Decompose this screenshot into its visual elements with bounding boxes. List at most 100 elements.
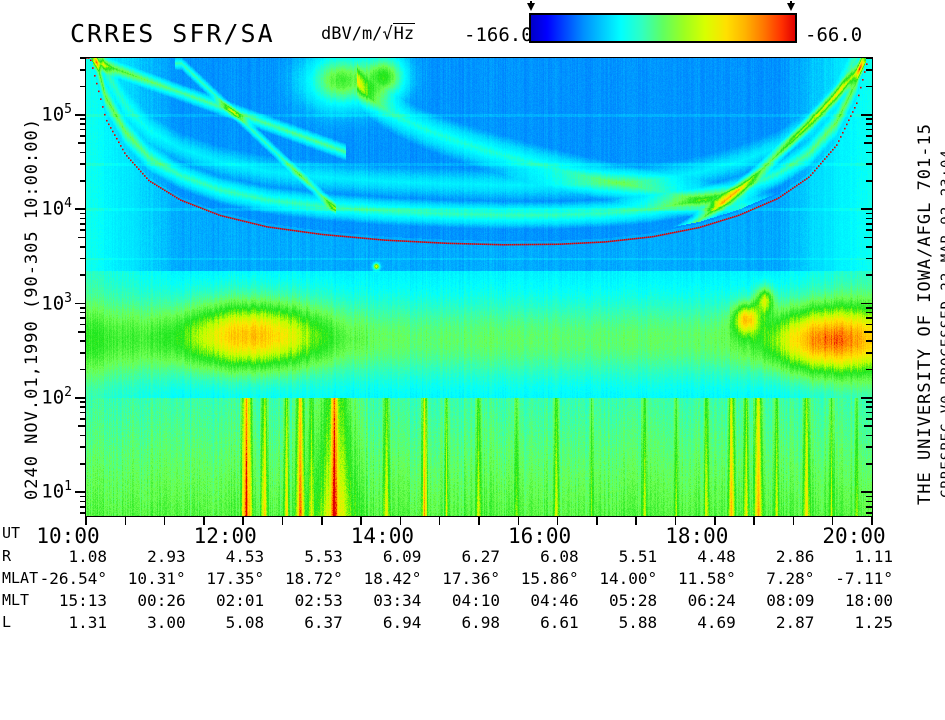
ephemeris-cell: 16:00 (507, 524, 572, 548)
ephemeris-cell: 6.94 (382, 613, 422, 632)
y-tick-minor (80, 128, 86, 131)
y-tick-minor (80, 401, 86, 403)
y-tick-major (75, 491, 86, 494)
y-tick-minor (80, 217, 86, 220)
x-tick (556, 516, 559, 525)
y-tick-right-minor (866, 229, 872, 231)
ephemeris-cell: 15.86° (520, 569, 579, 588)
y-tick-minor (80, 222, 86, 225)
y-tick-minor (80, 212, 86, 215)
y-tick-mid (78, 425, 86, 428)
ephemeris-cell: 18.72° (285, 569, 343, 588)
x-tick (871, 516, 873, 525)
x-tick (124, 516, 127, 525)
y-tick-right-major (861, 114, 872, 116)
radical-body: Hz (392, 23, 416, 44)
ephemeris-cell: 00:26 (137, 591, 186, 610)
x-tick (281, 516, 284, 525)
institution-label: THE UNIVERSITY OF IOWA/AFGL 701-15 (915, 123, 935, 505)
y-tick-minor (80, 151, 86, 154)
y-tick-right-minor (866, 57, 872, 59)
y-tick-major (75, 302, 86, 305)
colorbar-max-label: -66.0 (805, 24, 863, 46)
y-tick-right-minor (866, 500, 872, 503)
ephemeris-cell: 18:00 (844, 591, 893, 610)
ephemeris-cell: -7.11° (835, 569, 893, 588)
x-tick (321, 516, 323, 525)
x-tick (792, 516, 795, 525)
ephemeris-row-label: UT (2, 524, 21, 542)
y-tick-right-minor (866, 495, 872, 498)
ephemeris-row-mlat: MLAT -26.54° 10.31° 17.35° 18.72° 18.42° 17.36… (0, 569, 945, 590)
ephemeris-cell: 7.28° (766, 569, 815, 588)
ephemeris-row-ut: UT 10:00 12:00 14:00 16:00 18:00 20:00 (0, 524, 945, 548)
y-tick-right-minor (866, 123, 872, 125)
ephemeris-cell: 03:34 (373, 591, 422, 610)
ephemeris-cell: 14.00° (599, 569, 658, 588)
y-tick-right-minor (866, 85, 872, 88)
y-tick-mid (78, 142, 86, 144)
y-tick-minor (80, 179, 86, 182)
y-axis-label-5: 105 (41, 101, 72, 126)
ephemeris-cell: 02:01 (216, 591, 265, 610)
y-tick-right-minor (866, 434, 872, 437)
y-tick-minor (80, 68, 86, 71)
y-tick-right-minor (866, 212, 872, 215)
y-tick-right-minor (866, 222, 872, 225)
ephemeris-row-l: L 1.31 3.00 5.08 6.37 6.94 6.98 6.61 5.88 4.69 2.8… (0, 613, 945, 634)
units-text: dBV/m/ (321, 24, 383, 44)
ephemeris-cell: 3.00 (147, 613, 186, 632)
y-tick-minor (80, 85, 86, 88)
y-tick-right-major (861, 491, 872, 494)
y-tick-minor (80, 340, 86, 342)
ephemeris-table: UT 10:00 12:00 14:00 16:00 18:00 20:00 R 1.08 2.9… (0, 520, 945, 640)
y-tick-minor (80, 352, 86, 354)
ephemeris-cell: 5.53 (304, 547, 343, 566)
x-tick (635, 516, 637, 525)
y-tick-minor (80, 118, 86, 120)
y-tick-minor (80, 500, 86, 503)
y-tick-minor (80, 512, 86, 514)
ephemeris-cell: 6.27 (461, 547, 500, 566)
y-tick-minor (80, 57, 86, 59)
colorbar-max-tick-icon (787, 3, 795, 11)
y-tick-right-minor (866, 118, 872, 120)
y-tick-right-mid (864, 142, 872, 144)
x-tick (753, 516, 755, 525)
y-tick-right-major (861, 397, 872, 399)
y-tick-minor (80, 411, 86, 414)
y-tick-mid (78, 236, 86, 239)
x-tick (714, 516, 716, 525)
y-tick-minor (80, 274, 86, 276)
ephemeris-cell: 14:00 (350, 524, 414, 548)
y-axis-label-2: 102 (41, 384, 72, 409)
ephemeris-row-label: R (2, 547, 12, 565)
radical-sign: √ (382, 24, 393, 44)
y-tick-right-minor (866, 506, 872, 508)
y-tick-right-minor (866, 217, 872, 220)
x-tick (399, 516, 402, 525)
y-tick-right-minor (866, 307, 872, 309)
ephemeris-cell: 4.53 (225, 547, 265, 566)
processing-label: CRRESPEC V0 PROCESSED 22-MAR-92 23:04 (939, 149, 945, 498)
y-tick-right-minor (866, 406, 872, 408)
y-tick-minor (80, 506, 86, 508)
y-tick-minor (80, 418, 86, 420)
colorbar-gradient (529, 13, 797, 43)
y-tick-right-mid (864, 331, 872, 333)
y-tick-minor (80, 434, 86, 437)
ephemeris-cell: 02:53 (294, 591, 343, 610)
ephemeris-cell: 4.48 (697, 547, 736, 566)
ephemeris-cell: 2.86 (775, 547, 815, 566)
y-axis-label-4: 104 (41, 196, 72, 220)
y-tick-right-mid (864, 236, 872, 239)
colorbar (527, 1, 797, 43)
ephemeris-cell: 10:00 (36, 524, 100, 548)
spectrogram-plot: 105 104 103 102 101 (41, 57, 873, 525)
y-tick-minor (80, 229, 86, 231)
x-tick (242, 516, 244, 525)
y-tick-minor (80, 317, 86, 319)
y-tick-right-minor (866, 446, 872, 448)
x-tick (163, 516, 166, 525)
